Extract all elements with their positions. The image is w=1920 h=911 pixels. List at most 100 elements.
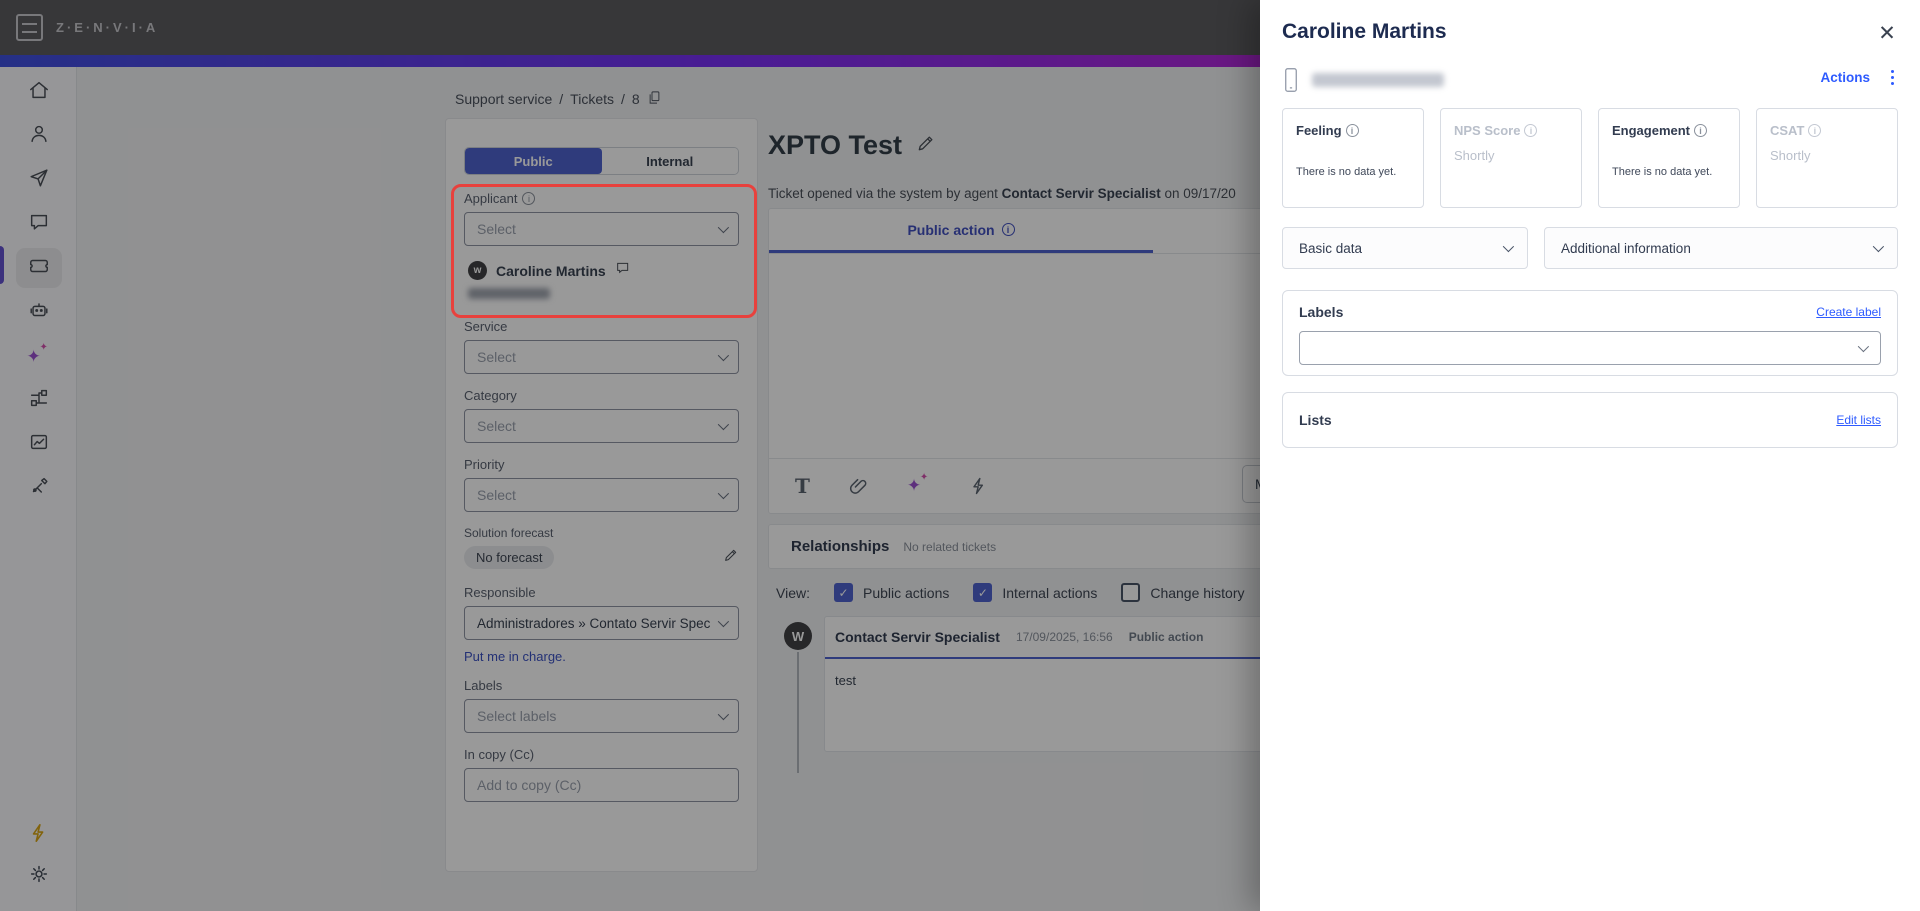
breadcrumb-support-service[interactable]: Support service <box>455 91 553 107</box>
labels-label: Labels <box>464 678 503 693</box>
edit-forecast-pencil-icon[interactable] <box>723 547 739 568</box>
metric-card-engagement[interactable]: Engagement There is no data yet. <box>1598 108 1740 208</box>
info-icon <box>1694 124 1708 137</box>
sidebar-item-quick-actions[interactable] <box>0 822 77 849</box>
service-label: Service <box>464 319 508 334</box>
breadcrumb-tickets[interactable]: Tickets <box>570 91 614 107</box>
sidebar-item-broadcast[interactable] <box>0 158 77 202</box>
breadcrumb-ticket-id: 8 <box>631 91 640 107</box>
chat-bubble-icon[interactable] <box>615 260 631 281</box>
ticket-opened-line: Ticket opened via the system by agent Co… <box>768 186 1236 201</box>
tools-icon <box>28 475 50 502</box>
priority-select[interactable]: Select <box>464 478 739 512</box>
sidebar-active-indicator <box>0 246 4 284</box>
attachment-icon[interactable] <box>848 476 869 497</box>
cc-input[interactable]: Add to copy (Cc) <box>464 768 739 802</box>
relationships-card[interactable]: Relationships No related tickets <box>768 524 1290 569</box>
responsible-select[interactable]: Administradores » Contato Servir Spec <box>464 606 739 640</box>
action-editor-card: Public action T ✦✦ M <box>768 208 1322 514</box>
view-label: View: <box>776 584 810 601</box>
page-title: XPTO Test <box>768 130 903 160</box>
breadcrumb-separator: / <box>621 91 625 107</box>
avatar: w <box>468 261 487 280</box>
comment-author: Contact Servir Specialist <box>835 629 1000 645</box>
put-me-in-charge-link[interactable]: Put me in charge. <box>464 649 566 664</box>
ai-sparkles-icon[interactable]: ✦ ✦ <box>906 472 929 495</box>
info-icon <box>1001 223 1015 236</box>
visibility-toggle: Public Internal <box>464 147 739 175</box>
close-icon[interactable]: ✕ <box>1878 21 1896 45</box>
left-sidebar: ✦ ✦ <box>0 67 77 911</box>
zenvia-logo-icon <box>16 14 43 41</box>
sidebar-item-tickets[interactable] <box>0 246 77 290</box>
metric-card-csat: CSAT Shortly <box>1756 108 1898 208</box>
quick-action-lightning-icon[interactable] <box>969 476 989 496</box>
relationships-title: Relationships <box>791 538 890 555</box>
edit-title-pencil-icon[interactable] <box>916 133 936 158</box>
gear-icon <box>28 863 50 890</box>
basic-data-accordion[interactable]: Basic data <box>1282 227 1528 269</box>
redacted-phone-number <box>468 288 550 299</box>
checkbox-change-history-label: Change history <box>1150 584 1245 601</box>
timeline-connector <box>797 652 799 773</box>
applicant-selected-contact[interactable]: w Caroline Martins <box>468 260 739 281</box>
info-icon <box>1524 124 1538 137</box>
comment-card[interactable]: Contact Servir Specialist 17/09/2025, 16… <box>824 616 1290 752</box>
tab-public-action[interactable]: Public action <box>769 209 1153 253</box>
zenvia-wordmark: Z·E·N·V·I·A <box>56 20 159 35</box>
checkbox-internal-actions[interactable]: ✓ <box>973 583 993 602</box>
kebab-menu-icon[interactable] <box>1891 70 1894 85</box>
checkbox-public-actions[interactable]: ✓ <box>833 583 853 602</box>
chevron-down-icon <box>1502 240 1515 253</box>
workflow-icon <box>28 387 50 414</box>
breadcrumb: Support service / Tickets / 8 <box>455 90 662 108</box>
responsible-label: Responsible <box>464 585 536 600</box>
solution-forecast-label: Solution forecast <box>464 526 554 540</box>
actions-link[interactable]: Actions <box>1820 70 1870 85</box>
sparkles-icon: ✦ ✦ <box>26 342 48 366</box>
copy-icon[interactable] <box>647 90 662 108</box>
tab-internal[interactable]: Internal <box>601 148 738 174</box>
additional-information-accordion[interactable]: Additional information <box>1544 227 1898 269</box>
create-label-link[interactable]: Create label <box>1816 305 1881 319</box>
send-icon <box>28 167 50 194</box>
edit-lists-link[interactable]: Edit lists <box>1836 413 1881 427</box>
labels-multiselect[interactable] <box>1299 331 1881 365</box>
service-select[interactable]: Select <box>464 340 739 374</box>
labels-select[interactable]: Select labels <box>464 699 739 733</box>
applicant-highlight-annotation <box>451 184 757 318</box>
home-icon <box>28 79 50 106</box>
chevron-down-icon <box>1857 340 1870 353</box>
sidebar-item-flows[interactable] <box>0 378 77 422</box>
applicant-select[interactable]: Select <box>464 212 739 246</box>
relationships-empty-text: No related tickets <box>903 539 997 554</box>
sidebar-item-settings[interactable] <box>0 863 77 890</box>
sidebar-item-home[interactable] <box>0 70 77 114</box>
cc-label: In copy (Cc) <box>464 747 535 762</box>
no-forecast-chip: No forecast <box>464 546 555 569</box>
contact-panel-title: Caroline Martins <box>1282 20 1447 43</box>
person-icon <box>28 123 50 150</box>
text-format-icon[interactable]: T <box>795 474 810 498</box>
chevron-down-icon <box>1872 240 1885 253</box>
metric-card-nps: NPS Score Shortly <box>1440 108 1582 208</box>
metric-card-feeling[interactable]: Feeling There is no data yet. <box>1282 108 1424 208</box>
sidebar-item-analytics[interactable] <box>0 422 77 466</box>
checkbox-change-history[interactable] <box>1121 583 1141 602</box>
category-select[interactable]: Select <box>464 409 739 443</box>
tab-public[interactable]: Public <box>465 148 602 174</box>
editor-toolbar: T ✦ ✦ <box>769 458 1289 513</box>
lightning-icon <box>28 822 50 849</box>
info-icon <box>1808 124 1822 137</box>
sidebar-item-tools[interactable] <box>0 466 77 510</box>
sidebar-item-contacts[interactable] <box>0 114 77 158</box>
contact-detail-panel: Caroline Martins ✕ Actions Feeling There… <box>1260 0 1920 911</box>
sidebar-item-conversations[interactable] <box>0 202 77 246</box>
contact-metrics: Feeling There is no data yet. NPS Score … <box>1282 108 1898 208</box>
sidebar-item-ai[interactable]: ✦ ✦ <box>0 334 77 378</box>
priority-label: Priority <box>464 457 505 472</box>
redacted-contact-phone <box>1312 73 1444 87</box>
labels-card: Labels Create label <box>1282 290 1898 376</box>
sidebar-item-bots[interactable] <box>0 290 77 334</box>
